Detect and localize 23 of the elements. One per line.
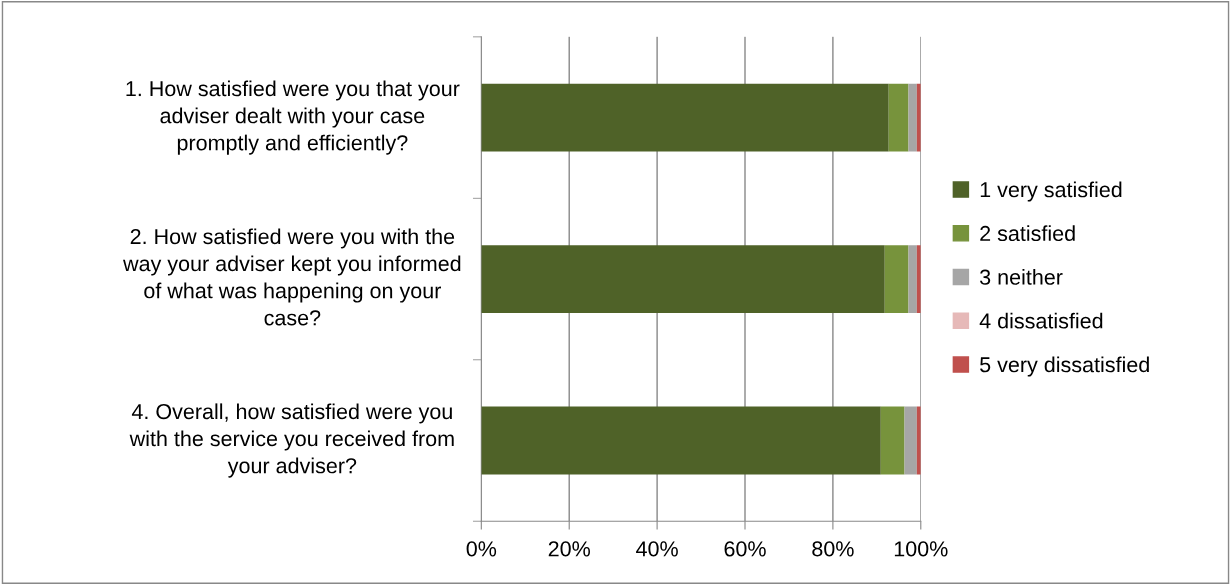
legend-label: 3 neither bbox=[980, 269, 1063, 285]
legend-label: 4 dissatisfied bbox=[979, 312, 1103, 329]
y-tick-label: 2. How satisfied were you with the way your adviser kept you informed of what was happening on your case? bbox=[123, 228, 461, 326]
bar bbox=[884, 245, 909, 313]
bar bbox=[904, 406, 917, 475]
y-tick-label: 1. How satisfied were you that your adviser dealt with your case promptly and efficiently? bbox=[126, 80, 460, 155]
bar bbox=[880, 406, 905, 475]
y-tick-label: 4. Overall, how satisfied were you with the service you received from your adviser? bbox=[129, 403, 454, 478]
x-tick-label: 80% bbox=[812, 541, 854, 557]
x-tick-label: 100% bbox=[894, 541, 948, 557]
bar bbox=[481, 83, 889, 152]
bar bbox=[908, 245, 917, 313]
bar bbox=[888, 83, 909, 152]
bar bbox=[908, 83, 917, 152]
x-tick-label: 0% bbox=[466, 541, 497, 557]
x-tick-label: 20% bbox=[548, 541, 590, 557]
x-tick-label: 60% bbox=[724, 541, 766, 557]
x-tick-label: 40% bbox=[636, 541, 678, 557]
legend-label: 5 very dissatisfied bbox=[980, 356, 1149, 377]
legend-label: 2 satisfied bbox=[980, 225, 1075, 242]
bar bbox=[481, 406, 881, 475]
legend-label: 1 very satisfied bbox=[980, 181, 1122, 202]
bar bbox=[481, 245, 885, 313]
